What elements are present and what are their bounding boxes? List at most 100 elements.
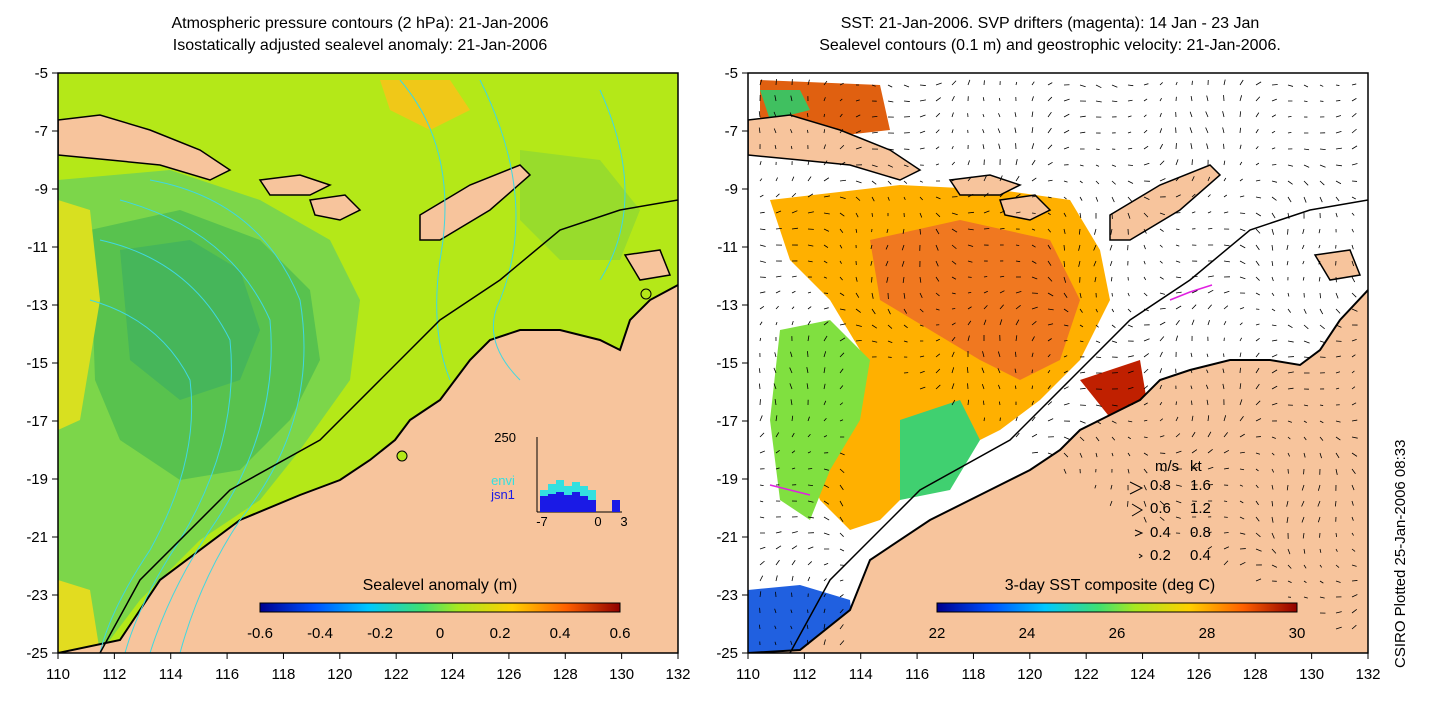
velocity-arrow [1079,196,1083,201]
velocity-arrow [823,367,826,374]
velocity-arrow [1127,308,1132,313]
velocity-arrow [1351,564,1357,567]
velocity-arrow [807,211,814,214]
velocity-arrow [1111,420,1117,424]
velocity-arrow [951,276,957,280]
velocity-arrow [1159,401,1163,406]
velocity-arrow [1191,431,1196,438]
velocity-arrow [1175,176,1181,182]
velocity-arrow [1015,211,1021,214]
velocity-arrow [1335,115,1342,118]
velocity-arrow [1159,484,1165,490]
velocity-arrow [1191,319,1195,326]
velocity-arrow [1143,402,1148,406]
velocity-arrow [807,306,812,310]
velocity-arrow [983,417,985,422]
velocity-arrow [823,623,826,630]
velocity-arrow [919,292,923,298]
velocity-arrow [1286,484,1289,491]
velocity-arrow [1351,468,1356,474]
velocity-arrow [1255,337,1260,342]
velocity-arrow [759,591,762,598]
velocity-arrow [1287,387,1294,390]
velocity-arrow [951,367,955,374]
velocity-arrow [1063,196,1067,200]
velocity-legend: m/s kt 0.8 1.6 0.6 1.2 0.4 0.8 0.2 0.4 [1129,458,1211,564]
velocity-arrow [951,351,955,358]
velocity-arrow [1143,338,1150,342]
x-tick-label: 130 [1299,666,1324,683]
velocity-arrow [823,97,826,102]
velocity-arrow [1351,113,1357,118]
velocity-arrow [1302,276,1305,281]
velocity-arrow [1287,132,1292,134]
velocity-arrow [1271,308,1276,312]
y-tick-label: -11 [717,239,738,256]
velocity-arrow [967,160,970,166]
velocity-arrow [1319,452,1322,459]
x-tick-label: 110 [46,666,70,683]
velocity-arrow [774,95,777,102]
velocity-arrow [951,383,955,390]
timor-island-right [1109,164,1222,241]
tanimbar-island [623,249,672,281]
velocity-arrow [885,260,889,267]
velocity-arrow [919,228,921,235]
velocity-arrow [1175,416,1179,422]
velocity-arrow [887,340,893,344]
velocity-arrow [935,276,940,282]
velocity-legend-kt: 1.6 [1190,477,1211,494]
velocity-arrow [1351,145,1358,150]
velocity-arrow [773,128,777,134]
velocity-arrow [855,212,859,218]
velocity-arrow [1127,355,1134,358]
velocity-arrow [903,340,908,343]
velocity-arrow [919,276,922,283]
velocity-arrow [1206,353,1209,358]
velocity-legend-kt: 0.4 [1190,547,1211,564]
velocity-arrow [807,244,814,247]
velocity-arrow [823,228,830,232]
velocity-arrow [758,127,761,134]
velocity-arrow [1351,212,1355,216]
velocity-arrow [887,308,891,315]
velocity-arrow [935,384,941,390]
velocity-arrow [1190,352,1193,358]
velocity-arrow [839,323,846,326]
velocity-arrow [935,112,941,118]
velocity-arrow [1078,244,1081,251]
velocity-arrow [1127,468,1130,474]
velocity-arrow [1317,500,1321,507]
velocity-arrow [1127,404,1134,406]
velocity-arrow [1143,212,1149,218]
velocity-arrow [903,84,910,88]
velocity-legend-header-kt: kt [1190,458,1203,475]
velocity-arrow [1287,212,1290,219]
velocity-arrow [1287,452,1290,457]
velocity-arrow [1271,354,1278,358]
velocity-arrow [790,625,793,630]
velocity-arrow [967,228,974,231]
velocity-arrow [1223,500,1228,502]
velocity-arrow [1063,212,1067,217]
velocity-arrow [1239,337,1242,342]
velocity-arrow [1047,127,1052,134]
velocity-arrow [1078,260,1081,267]
velocity-arrow [1286,260,1289,266]
velocity-arrow [775,559,780,566]
y-tick-label: -19 [26,471,48,488]
velocity-arrow [886,228,889,233]
y-tick-label: -5 [35,65,48,82]
velocity-arrow [1093,260,1097,267]
velocity-arrow [1351,484,1355,491]
velocity-arrow [1031,260,1037,264]
velocity-arrow [1078,228,1081,235]
velocity-arrow [1207,415,1210,422]
velocity-arrow [1207,546,1213,550]
velocity-arrow [871,115,878,118]
velocity-arrow [1222,111,1225,118]
velocity-arrow [1335,84,1340,86]
velocity-arrow [1191,531,1196,534]
velocity-arrow [1047,228,1051,233]
velocity-arrow [919,324,924,327]
